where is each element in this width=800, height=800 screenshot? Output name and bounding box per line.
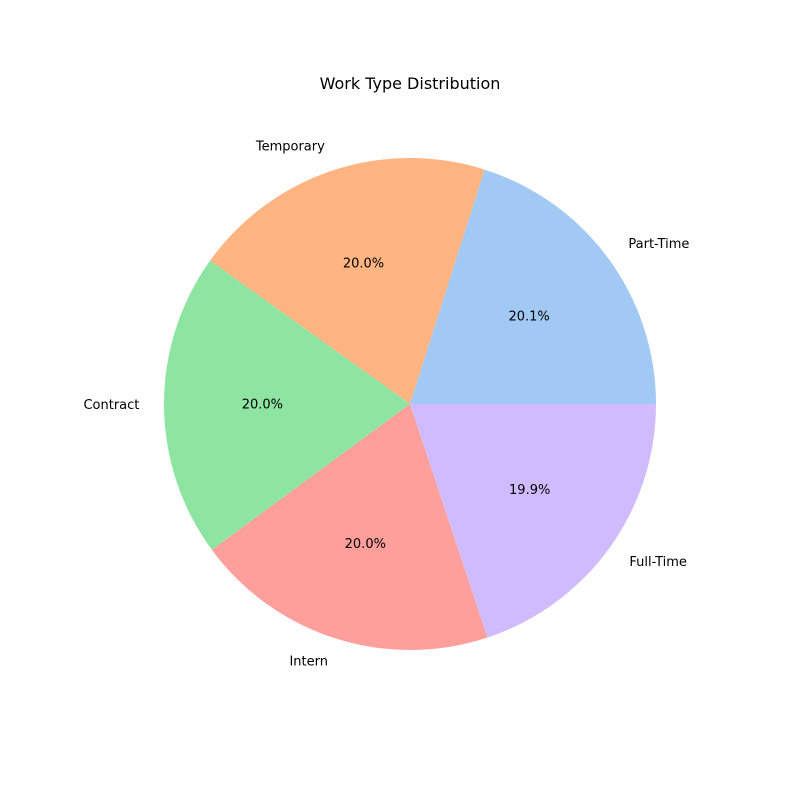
slice-label: Temporary xyxy=(255,140,325,155)
pie-slices xyxy=(164,158,656,651)
slice-percent-label: 20.0% xyxy=(242,397,283,412)
slice-percent-label: 20.0% xyxy=(345,537,386,552)
slice-label: Part-Time xyxy=(628,237,689,252)
slice-percent-label: 19.9% xyxy=(509,483,550,498)
slice-percent-label: 20.0% xyxy=(343,256,384,271)
slice-percent-label: 20.1% xyxy=(508,309,549,324)
pie-slice-contract xyxy=(164,260,410,550)
slice-label: Contract xyxy=(83,398,139,413)
chart-title: Work Type Distribution xyxy=(320,74,501,93)
pie-slice-intern xyxy=(211,404,488,651)
pie-slice-full-time xyxy=(410,404,656,638)
pie-labels: Part-Time 20.1% Temporary 20.0% Contract 20.0… xyxy=(83,140,689,670)
pie-slice-part-time xyxy=(410,169,656,404)
slice-label: Intern xyxy=(289,654,328,669)
slice-label: Full-Time xyxy=(629,555,687,570)
pie-slice-temporary xyxy=(210,158,485,404)
